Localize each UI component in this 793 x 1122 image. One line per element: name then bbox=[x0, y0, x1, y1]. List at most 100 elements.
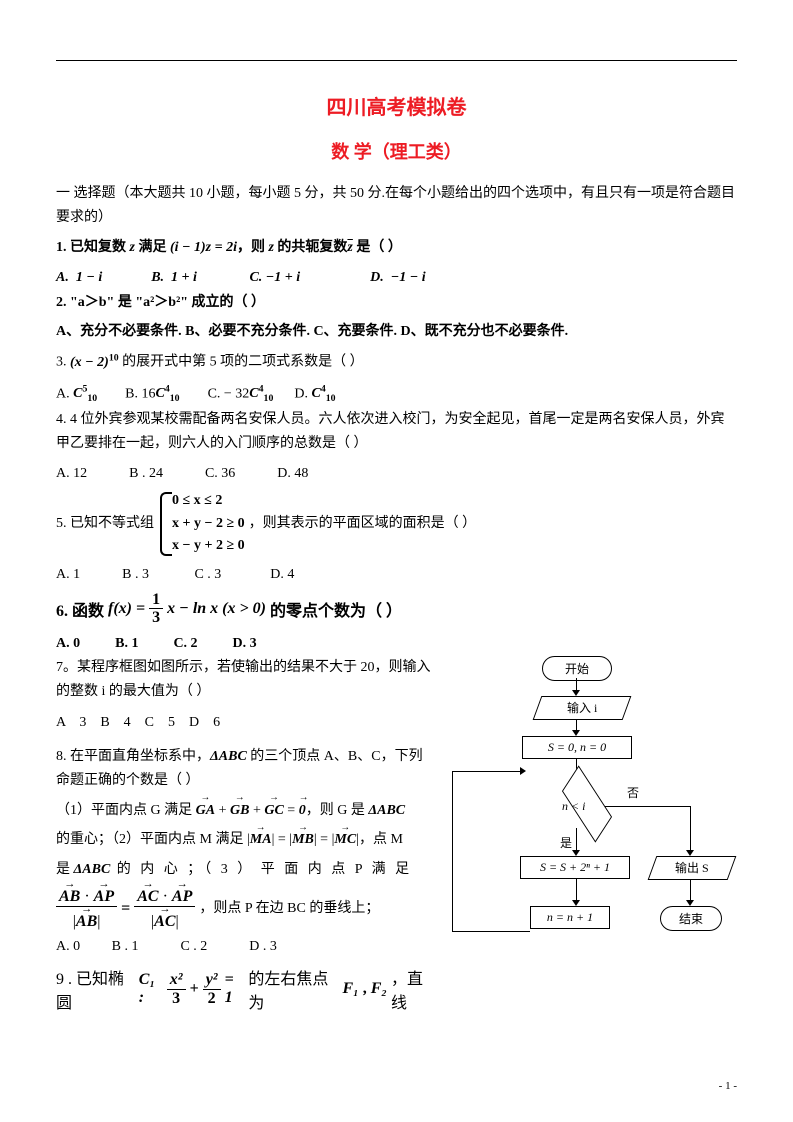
fc-ab1 bbox=[520, 767, 526, 775]
q1-eq: (i − 1)z = 2i bbox=[170, 240, 237, 255]
q1-d: D. −1 − i bbox=[370, 270, 425, 285]
q8-stem: 8. 在平面直角坐标系中，ΔABC 的三个顶点 A、B、C，下列命题正确的个数是… bbox=[56, 745, 436, 793]
q9-d3: 3 bbox=[167, 990, 186, 1008]
q3b-C: C bbox=[156, 386, 165, 401]
q8p1-post: ，则 G 是 bbox=[306, 803, 369, 818]
top-rule bbox=[56, 60, 737, 61]
fc-end: 结束 bbox=[660, 906, 722, 931]
fc-cond-label: n < i bbox=[562, 799, 585, 814]
left-column: 7。某程序框图如图所示，若使输出的结果不大于 20，则输入的整数 i 的最大值为… bbox=[56, 656, 436, 1017]
fc-l6 bbox=[576, 879, 577, 902]
q9-comma: , bbox=[363, 980, 367, 998]
q9-f2: y²2 bbox=[203, 971, 221, 1007]
q6-pre: 6. 函数 bbox=[56, 597, 104, 621]
q3b-c: C410 bbox=[156, 386, 180, 401]
q8p1-tail: 的重心；（2）平面内点 M 满足 bbox=[56, 832, 247, 847]
q5-opts: A. 1 B . 3 C . 3 D. 4 bbox=[56, 562, 737, 587]
q9-d2: 2 bbox=[203, 990, 221, 1008]
title-sub: 数 学（理工类） bbox=[56, 138, 737, 164]
page: 四川高考模拟卷 数 学（理工类） 一 选择题（本大题共 10 小题，每小题 5 … bbox=[0, 0, 793, 1122]
q5-post: ，则其表示的平面区域的面积是（ ） bbox=[249, 512, 477, 536]
fc-output-label: 输出 S bbox=[675, 857, 709, 879]
q9-mid: 的左右焦点为 bbox=[248, 965, 338, 1013]
q8p1-pre: （1）平面内点 G 满足 bbox=[56, 803, 196, 818]
page-number: - 1 - bbox=[719, 1080, 737, 1092]
q3c-p: C. − 32 bbox=[208, 386, 250, 401]
q1-m2: ，则 bbox=[237, 240, 269, 255]
q1-tail: 是（ ） bbox=[353, 240, 402, 255]
q8p2-post: ，点 M bbox=[359, 832, 403, 847]
fc-l5 bbox=[576, 828, 577, 852]
q8-p2: 的重心；（2）平面内点 M 满足 |MA| = |MB| = |MC|，点 M bbox=[56, 828, 436, 852]
q3c-sub: 10 bbox=[264, 393, 274, 404]
q3a-p: A. bbox=[56, 386, 73, 401]
q3c-c: C410 bbox=[249, 386, 273, 401]
q3-expr: (x − 2)10 bbox=[70, 355, 119, 370]
q6-num: 1 bbox=[149, 591, 163, 610]
q9-stem: 9 . 已知椭圆 C₁ : x²3 + y²2 = 1 的左右焦点为 F₁, F… bbox=[56, 965, 436, 1013]
q1-a: A. 1 − i bbox=[56, 270, 102, 285]
two-column: 7。某程序框图如图所示，若使输出的结果不大于 20，则输入的整数 i 的最大值为… bbox=[56, 656, 737, 1017]
q3d-sub: 10 bbox=[326, 393, 336, 404]
q5-stem: 5. 已知不等式组 0 ≤ x ≤ 2 x + y − 2 ≥ 0 x − y … bbox=[56, 490, 737, 557]
q1-m1: 满足 bbox=[135, 240, 170, 255]
title-main: 四川高考模拟卷 bbox=[56, 91, 737, 120]
fc-start: 开始 bbox=[542, 656, 612, 681]
q2-opts: A、充分不必要条件. B、必要不充分条件. C、充要条件. D、既不充分也不必要… bbox=[56, 320, 737, 344]
q8p1-eq: = bbox=[284, 803, 299, 818]
q3-base: (x − 2) bbox=[70, 355, 109, 370]
q8-p3b: AB · AP |AB| = AC · AP |AC| ，则点 P 在边 BC … bbox=[56, 888, 436, 930]
fc-input: 输入 i bbox=[533, 696, 632, 720]
q9-F1: F₁ bbox=[342, 980, 358, 998]
q9-x2: x² bbox=[167, 971, 186, 990]
q1-opts: A. 1 − i B. 1 + i C. −1 + i D. −1 − i bbox=[56, 265, 737, 290]
vec-ac2: AC bbox=[154, 913, 175, 931]
frac-ac: AC · AP |AC| bbox=[134, 888, 195, 930]
q7-stem: 7。某程序框图如图所示，若使输出的结果不大于 20，则输入的整数 i 的最大值为… bbox=[56, 656, 436, 704]
q9-tail: ，直线 bbox=[391, 965, 436, 1013]
q5-l3: x − y + 2 ≥ 0 bbox=[172, 535, 245, 557]
q3-exp: 10 bbox=[109, 352, 119, 363]
q2-stem: 2. "a＞b" 是 "a²＞b²" 成立的（ ） bbox=[56, 291, 737, 315]
fc-yes: 是 bbox=[560, 834, 572, 851]
q3-pre: 3. bbox=[56, 355, 70, 370]
fc-incr-label: n = n + 1 bbox=[547, 910, 593, 924]
q9-F2: F₂ bbox=[371, 980, 387, 998]
q6-frac: 13 bbox=[149, 591, 163, 627]
q4-stem: 4. 4 位外宾参观某校需配备两名安保人员。六人依次进入校门，为安全起见，首尾一… bbox=[56, 408, 737, 456]
vec-ga: GA bbox=[196, 799, 215, 823]
q8-abc3: ΔABC bbox=[74, 862, 111, 877]
q9-plus: + bbox=[190, 980, 199, 998]
q3d-C: C bbox=[311, 386, 320, 401]
q9-y2: y² bbox=[203, 971, 221, 990]
q3a-c: C510 bbox=[73, 386, 97, 401]
q6-stem: 6. 函数 f(x) = 13 x − ln x (x > 0) 的零点个数为（… bbox=[56, 591, 737, 627]
q5-pre: 5. 已知不等式组 bbox=[56, 512, 154, 536]
q8-abc2: ΔABC bbox=[368, 803, 405, 818]
q8-abc: ΔABC bbox=[210, 749, 247, 764]
fc-incr: n = n + 1 bbox=[530, 906, 610, 929]
vec-mb: MB bbox=[292, 828, 314, 852]
q6-opts: A. 0 B. 1 C. 2 D. 3 bbox=[56, 631, 737, 656]
q6-den: 3 bbox=[149, 609, 163, 627]
fc-l4 bbox=[605, 806, 690, 807]
q1-stem: 1. 已知复数 z 满足 (i − 1)z = 2i，则 z 的共轭复数z 是（… bbox=[56, 236, 737, 260]
q8p3-mid: 的 内 心 ；（ 3 ） 平 面 内 点 P 满 足 bbox=[117, 862, 412, 877]
fc-calc-label: S = S + 2ⁿ + 1 bbox=[540, 860, 610, 874]
q9-pre: 9 . 已知椭圆 bbox=[56, 965, 135, 1013]
q3-opts: A. C510 B. 16C410 C. − 32C410 D. C410 bbox=[56, 381, 737, 408]
vec-0: 0 bbox=[299, 799, 306, 823]
q3-stem: 3. (x − 2)10 的展开式中第 5 项的二项式系数是（ ） bbox=[56, 350, 737, 374]
q8p3-pre: 是 bbox=[56, 862, 74, 877]
q6-mid: x − ln x (x > 0) bbox=[167, 600, 266, 618]
fc-l7 bbox=[690, 880, 691, 902]
q1-pre: 1. 已知复数 bbox=[56, 240, 130, 255]
q3d-c: C410 bbox=[311, 386, 335, 401]
q1-b: B. 1 + i bbox=[151, 270, 197, 285]
q9-eq1: = 1 bbox=[225, 971, 245, 1007]
q9-f1: x²3 bbox=[167, 971, 186, 1007]
fc-lb1 bbox=[452, 771, 522, 772]
vec-mc: MC bbox=[334, 828, 356, 852]
q5-brace: 0 ≤ x ≤ 2 x + y − 2 ≥ 0 x − y + 2 ≥ 0 bbox=[158, 490, 245, 557]
frac-ab: AB · AP |AB| bbox=[56, 888, 117, 930]
